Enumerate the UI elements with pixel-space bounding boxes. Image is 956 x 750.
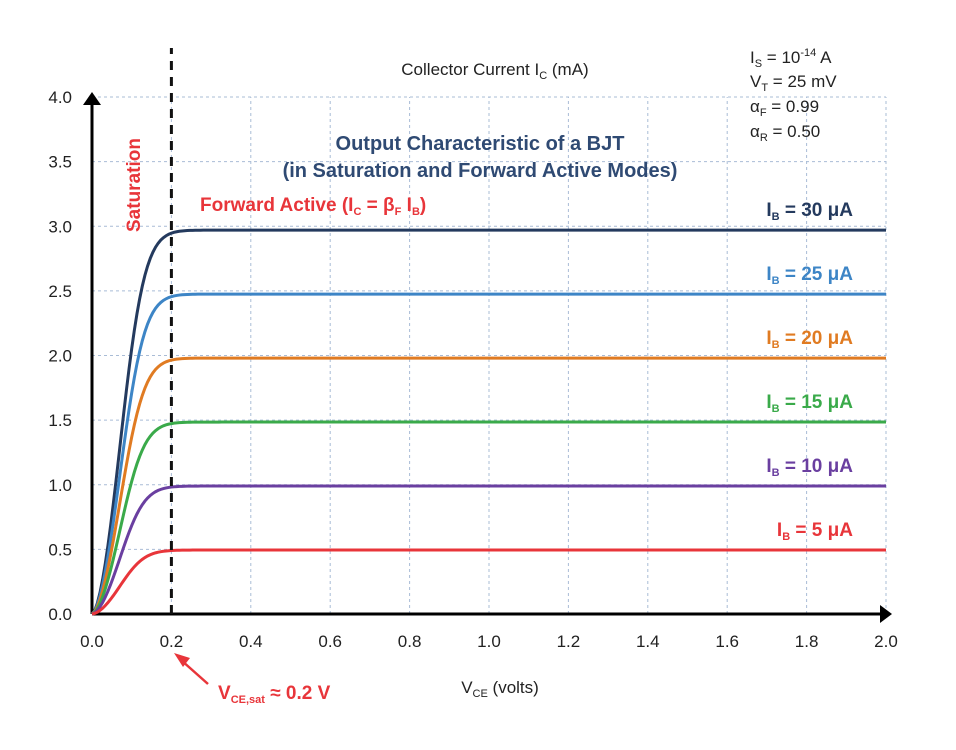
- y-tick-label: 1.5: [48, 411, 72, 430]
- x-tick-labels: 0.0 0.2 0.4 0.6 0.8 1.0 1.2 1.4 1.6 1.8 2.0: [80, 632, 898, 651]
- parameters-block: IS = 10-14 A VT = 25 mV αF = 0.99 αR = 0…: [750, 47, 837, 144]
- series-label: IB = 25 μA: [766, 264, 853, 287]
- y-tick-labels: 0.0 0.5 1.0 1.5 2.0 2.5 3.0 3.5 4.0: [48, 88, 72, 624]
- series-label: IB = 15 μA: [766, 392, 853, 415]
- param-alpha-r: αR = 0.50: [750, 122, 820, 144]
- param-vt: VT = 25 mV: [750, 72, 837, 94]
- x-tick-label: 0.6: [318, 632, 342, 651]
- param-alpha-f: αF = 0.99: [750, 97, 819, 119]
- x-tick-label: 2.0: [874, 632, 898, 651]
- x-tick-label: 1.8: [795, 632, 819, 651]
- x-tick-label: 0.8: [398, 632, 422, 651]
- forward-active-label: Forward Active (IC = βF IB): [200, 195, 426, 218]
- x-tick-label: 0.0: [80, 632, 104, 651]
- axes: [83, 92, 892, 623]
- x-tick-label: 0.4: [239, 632, 263, 651]
- y-tick-label: 0.5: [48, 540, 72, 559]
- x-tick-label: 1.6: [715, 632, 739, 651]
- series-label: IB = 30 μA: [766, 200, 853, 223]
- series-labels: IB = 30 μA IB = 25 μA IB = 20 μA IB = 15 μA…: [766, 200, 853, 543]
- x-tick-label: 0.2: [160, 632, 184, 651]
- grid: [92, 96, 887, 614]
- y-tick-label: 0.0: [48, 605, 72, 624]
- series-curve: [91, 484, 886, 616]
- series-curve: [91, 356, 886, 616]
- series-label: IB = 10 μA: [766, 456, 853, 479]
- y-tick-label: 3.5: [48, 153, 72, 172]
- vce-sat-annotation: VCE,sat ≈ 0.2 V: [174, 653, 331, 706]
- x-axis-label: VCE (volts): [461, 678, 539, 700]
- y-tick-label: 2.5: [48, 282, 72, 301]
- vce-sat-label: VCE,sat ≈ 0.2 V: [218, 683, 331, 706]
- series-curve: [91, 548, 886, 616]
- series-label: IB = 20 μA: [766, 328, 853, 351]
- y-axis-arrow: [83, 92, 101, 105]
- vce-sat-arrow-line: [180, 659, 209, 685]
- chart-title-line1: Output Characteristic of a BJT: [336, 133, 625, 155]
- x-tick-label: 1.4: [636, 632, 660, 651]
- y-tick-label: 1.0: [48, 476, 72, 495]
- param-is: IS = 10-14 A: [750, 47, 832, 70]
- chart-title-line2: (in Saturation and Forward Active Modes): [283, 160, 678, 182]
- series-curve: [90, 292, 886, 616]
- saturation-label: Saturation: [124, 138, 145, 232]
- x-tick-label: 1.2: [557, 632, 581, 651]
- series-label: IB = 5 μA: [777, 520, 853, 543]
- x-tick-label: 1.0: [477, 632, 501, 651]
- y-tick-label: 4.0: [48, 88, 72, 107]
- y-tick-label: 3.0: [48, 217, 72, 236]
- vce-sat-arrow-head: [174, 653, 190, 667]
- series-curve: [91, 420, 886, 616]
- series-curves: [90, 228, 886, 616]
- y-axis-label: Collector Current IC (mA): [401, 60, 588, 82]
- series-curve: [90, 228, 886, 615]
- y-tick-label: 2.0: [48, 347, 72, 366]
- x-axis-arrow: [880, 605, 892, 623]
